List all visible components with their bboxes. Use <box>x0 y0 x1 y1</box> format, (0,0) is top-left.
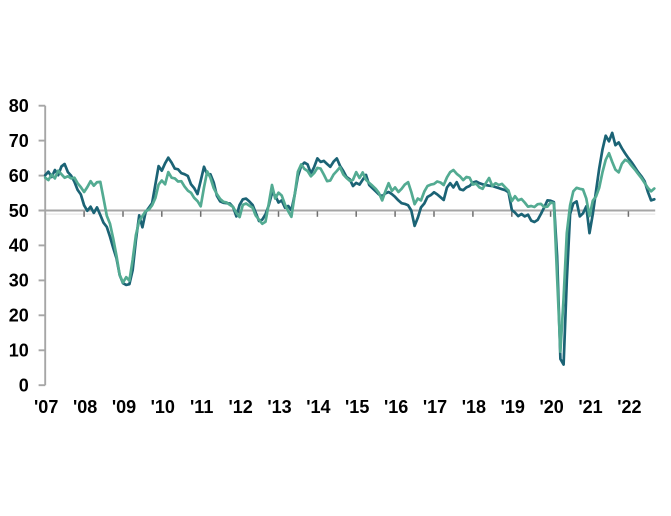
svg-text:10: 10 <box>9 341 29 361</box>
svg-text:40: 40 <box>9 236 29 256</box>
svg-text:'13: '13 <box>267 397 291 417</box>
svg-text:20: 20 <box>9 306 29 326</box>
svg-text:'08: '08 <box>73 397 97 417</box>
svg-text:'22: '22 <box>617 397 641 417</box>
svg-text:'15: '15 <box>345 397 369 417</box>
svg-text:'18: '18 <box>462 397 486 417</box>
svg-text:'09: '09 <box>112 397 136 417</box>
svg-text:80: 80 <box>9 96 29 116</box>
svg-text:70: 70 <box>9 131 29 151</box>
svg-text:'20: '20 <box>539 397 563 417</box>
svg-text:'19: '19 <box>501 397 525 417</box>
svg-text:60: 60 <box>9 166 29 186</box>
svg-text:'16: '16 <box>384 397 408 417</box>
svg-text:'10: '10 <box>151 397 175 417</box>
svg-text:'21: '21 <box>578 397 602 417</box>
svg-text:30: 30 <box>9 271 29 291</box>
svg-text:'12: '12 <box>228 397 252 417</box>
svg-text:'11: '11 <box>190 397 213 417</box>
svg-text:50: 50 <box>9 201 29 221</box>
svg-text:0: 0 <box>19 376 29 396</box>
svg-text:'07: '07 <box>34 397 58 417</box>
svg-text:'17: '17 <box>423 397 447 417</box>
svg-text:'14: '14 <box>306 397 330 417</box>
